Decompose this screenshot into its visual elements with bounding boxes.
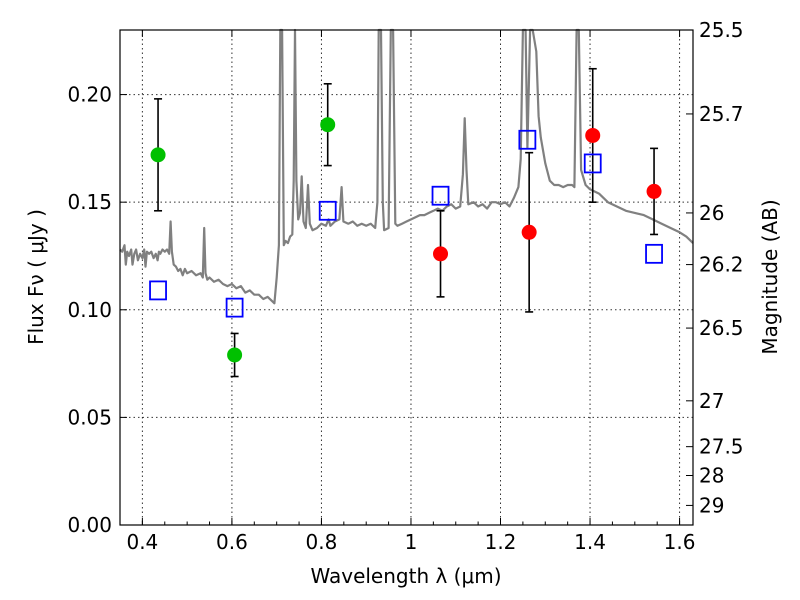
data-point: [521, 224, 537, 240]
plot-frame: [119, 29, 694, 526]
right-tick-label: 28: [699, 464, 724, 488]
y-tick-label: 0.20: [67, 83, 112, 107]
model-square: [431, 185, 450, 206]
x-tick-label: 0.6: [216, 530, 248, 554]
data-point: [585, 127, 601, 143]
model-square: [149, 280, 167, 301]
data-point: [150, 147, 166, 163]
x-tick-label: 1.4: [574, 530, 606, 554]
y-tick-label: 0.10: [67, 298, 112, 322]
model-square: [645, 243, 663, 264]
x-tick-label: 1.2: [485, 530, 517, 554]
data-point: [227, 347, 243, 363]
y-tick-label: 0.05: [67, 405, 112, 429]
spectrum-line: [119, 28, 694, 305]
right-axis-label: Magnitude (AB): [758, 199, 782, 354]
x-tick-label: 1: [405, 530, 418, 554]
x-tick-label: 0.4: [126, 530, 158, 554]
right-tick-label: 26.2: [699, 253, 744, 277]
right-tick-label: 25.7: [699, 102, 744, 126]
right-tick-label: 27: [699, 389, 724, 413]
data-point: [320, 117, 336, 133]
model-square: [583, 153, 602, 174]
right-tick-label: 26.5: [699, 316, 744, 340]
data-point: [646, 183, 662, 199]
model-square: [318, 200, 337, 221]
right-tick-label: 25.5: [699, 18, 744, 42]
spectrum-layer: [119, 28, 694, 305]
y-axis-label: Flux Fν ( μJy ): [24, 209, 48, 345]
y-tick-label: 0.00: [67, 513, 112, 537]
ticks: 0.4 0.6 0.8 1 1.2 1.4 1.6 0.00 0.05 0.10 0.15 0.20 2…: [67, 18, 743, 554]
right-tick-label: 29: [699, 493, 724, 517]
x-tick-label: 0.8: [306, 530, 338, 554]
y-tick-label: 0.15: [67, 190, 112, 214]
model-square: [518, 129, 537, 150]
x-axis-label: Wavelength λ (μm): [310, 564, 501, 588]
model-square: [225, 297, 244, 318]
data-point: [433, 246, 449, 262]
right-tick-label: 27.5: [699, 435, 744, 459]
x-tick-label: 1.6: [664, 530, 696, 554]
data-markers: [149, 117, 663, 363]
right-tick-label: 26: [699, 201, 724, 225]
